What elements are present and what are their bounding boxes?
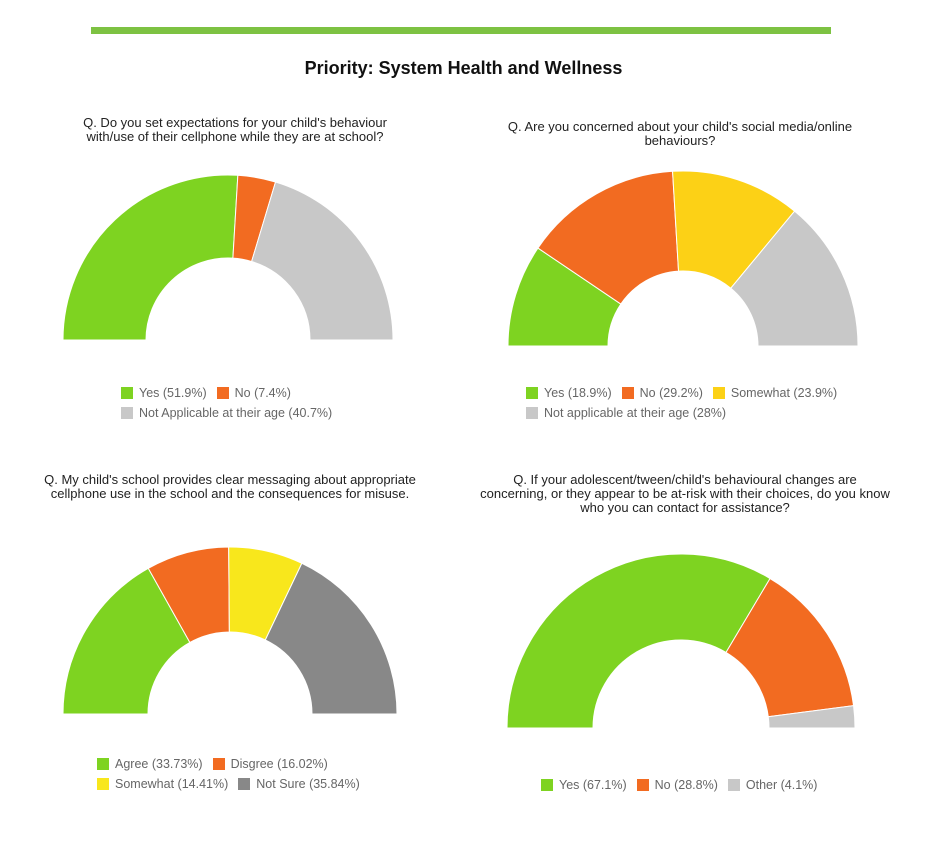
legend-row: Agree (33.73%) Disgree (16.02%) [97, 757, 360, 771]
legend-label: Yes (18.9%) [544, 386, 612, 400]
chart-3-slice[interactable] [62, 567, 191, 715]
legend-swatch [526, 407, 538, 419]
chart-1-question: Q. Do you set expectations for your chil… [83, 115, 387, 144]
legend-label: No (28.8%) [654, 778, 718, 792]
legend-swatch [216, 387, 229, 399]
legend-swatch [727, 779, 740, 791]
legend-item[interactable]: Not applicable at their age (28%) [526, 406, 726, 420]
legend-label: Not applicable at their age (28%) [544, 406, 727, 420]
page-title: Priority: System Health and Wellness [304, 58, 623, 78]
legend-label: Yes (67.1%) [559, 778, 627, 792]
legend-item[interactable]: No (7.4%) [216, 386, 291, 400]
legend-item[interactable]: Yes (18.9%) [526, 386, 612, 400]
legend-label: Other (4.1%) [745, 778, 818, 792]
legend-swatch [97, 778, 109, 790]
chart-2-question: Q. Are you concerned about your child's … [507, 119, 853, 148]
chart-3-legend: Agree (33.73%) Disgree (16.02%) Somewhat (… [97, 757, 360, 797]
legend-item[interactable]: Disgree (16.02%) [212, 757, 328, 771]
legend-label: Not Sure (35.84%) [256, 777, 360, 791]
chart-3-slice[interactable] [264, 562, 398, 715]
legend-row: Yes (18.9%) No (29.2%) Somewhat (23.9%) [526, 386, 837, 400]
chart-2-legend: Yes (18.9%) No (29.2%) Somewhat (23.9%) Not… [526, 386, 837, 426]
legend-swatch [621, 387, 634, 399]
legend-item[interactable]: No (28.8%) [636, 778, 718, 792]
legend-label: Agree (33.73%) [115, 757, 203, 771]
legend-swatch [712, 387, 725, 399]
chart-2-slice[interactable] [730, 210, 859, 347]
chart-4-slice[interactable] [767, 705, 856, 729]
legend-item[interactable]: Somewhat (14.41%) [97, 777, 228, 791]
legend-swatch [121, 387, 133, 399]
chart-4-slice[interactable] [506, 553, 771, 729]
chart-1-slice[interactable] [62, 174, 239, 341]
legend-label: Somewhat (23.9%) [730, 386, 838, 400]
legend-row: Yes (67.1%) No (28.8%) Other (4.1%) [541, 778, 817, 792]
legend-item[interactable]: Not Sure (35.84%) [238, 777, 360, 791]
chart-1-legend: Yes (51.9%) No (7.4%) Not Applicable at th… [121, 386, 332, 426]
accent-bar [91, 27, 831, 34]
legend-item[interactable]: No (29.2%) [621, 386, 703, 400]
legend-label: No (7.4%) [234, 386, 291, 400]
legend-label: No (29.2%) [639, 386, 703, 400]
legend-swatch [238, 778, 251, 790]
legend-swatch [121, 407, 133, 419]
legend-item[interactable]: Agree (33.73%) [97, 757, 203, 771]
legend-item[interactable]: Somewhat (23.9%) [712, 386, 838, 400]
legend-swatch [97, 758, 109, 770]
chart-3-question: Q. My child's school provides clear mess… [44, 472, 416, 501]
legend-row: Not applicable at their age (28%) [526, 406, 837, 420]
legend-swatch [526, 387, 538, 399]
legend-swatch [636, 779, 649, 791]
legend-row: Yes (51.9%) No (7.4%) [121, 386, 332, 400]
legend-item[interactable]: Yes (67.1%) [541, 778, 627, 792]
legend-label: Yes (51.9%) [139, 386, 207, 400]
chart-4-question: Q. If your adolescent/tween/child's beha… [480, 472, 890, 515]
legend-label: Not Applicable at their age (40.7%) [139, 406, 333, 420]
legend-item[interactable]: Not Applicable at their age (40.7%) [121, 406, 332, 420]
legend-row: Somewhat (14.41%) Not Sure (35.84%) [97, 777, 360, 791]
legend-swatch [212, 758, 225, 770]
chart-2-slice[interactable] [537, 170, 680, 305]
chart-4-legend: Yes (67.1%) No (28.8%) Other (4.1%) [541, 778, 817, 798]
legend-swatch [541, 779, 553, 791]
legend-label: Somewhat (14.41%) [115, 777, 229, 791]
chart-1-slice[interactable] [250, 181, 394, 341]
legend-item[interactable]: Other (4.1%) [727, 778, 818, 792]
legend-label: Disgree (16.02%) [230, 757, 328, 771]
legend-row: Not Applicable at their age (40.7%) [121, 406, 332, 420]
legend-item[interactable]: Yes (51.9%) [121, 386, 207, 400]
